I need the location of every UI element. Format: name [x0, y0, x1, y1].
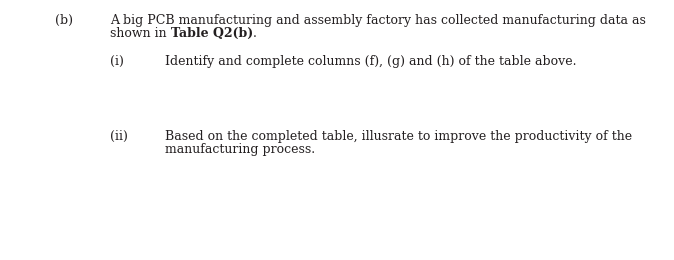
Text: Identify and complete columns (f), (g) and (h) of the table above.: Identify and complete columns (f), (g) a…: [165, 55, 576, 68]
Text: Based on the completed table, illusrate to improve the productivity of the: Based on the completed table, illusrate …: [165, 130, 632, 143]
Text: A big PCB manufacturing and assembly factory has collected manufacturing data as: A big PCB manufacturing and assembly fac…: [110, 14, 646, 27]
Text: (ii): (ii): [110, 130, 128, 143]
Text: manufacturing process.: manufacturing process.: [165, 143, 315, 156]
Text: shown in: shown in: [110, 27, 171, 40]
Text: (i): (i): [110, 55, 124, 68]
Text: (b): (b): [55, 14, 73, 27]
Text: .: .: [253, 27, 257, 40]
Text: Table Q2(b): Table Q2(b): [171, 27, 253, 40]
